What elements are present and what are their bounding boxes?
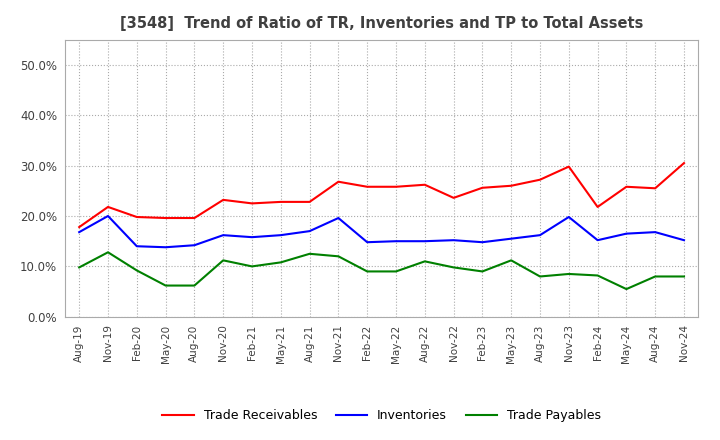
- Trade Payables: [75, 265, 84, 270]
- Trade Receivables: [478, 185, 487, 191]
- Trade Receivables: [507, 183, 516, 188]
- Line: Trade Receivables: Trade Receivables: [79, 163, 684, 227]
- Trade Receivables: [248, 201, 256, 206]
- Trade Receivables: [536, 177, 544, 182]
- Trade Receivables: [392, 184, 400, 189]
- Inventories: [276, 232, 285, 238]
- Inventories: [75, 230, 84, 235]
- Trade Payables: [104, 249, 112, 255]
- Inventories: [392, 238, 400, 244]
- Trade Payables: [593, 273, 602, 278]
- Trade Receivables: [276, 199, 285, 205]
- Inventories: [420, 238, 429, 244]
- Inventories: [536, 232, 544, 238]
- Legend: Trade Receivables, Inventories, Trade Payables: Trade Receivables, Inventories, Trade Pa…: [157, 404, 606, 427]
- Trade Receivables: [651, 186, 660, 191]
- Inventories: [248, 235, 256, 240]
- Inventories: [334, 215, 343, 220]
- Trade Receivables: [622, 184, 631, 189]
- Trade Payables: [161, 283, 170, 288]
- Trade Payables: [363, 269, 372, 274]
- Trade Payables: [651, 274, 660, 279]
- Inventories: [622, 231, 631, 236]
- Trade Receivables: [334, 179, 343, 184]
- Trade Payables: [190, 283, 199, 288]
- Line: Trade Payables: Trade Payables: [79, 252, 684, 289]
- Trade Payables: [622, 286, 631, 292]
- Trade Receivables: [161, 215, 170, 220]
- Inventories: [190, 242, 199, 248]
- Title: [3548]  Trend of Ratio of TR, Inventories and TP to Total Assets: [3548] Trend of Ratio of TR, Inventories…: [120, 16, 643, 32]
- Trade Payables: [305, 251, 314, 257]
- Trade Receivables: [104, 204, 112, 209]
- Inventories: [305, 228, 314, 234]
- Inventories: [161, 245, 170, 250]
- Inventories: [593, 238, 602, 243]
- Trade Payables: [680, 274, 688, 279]
- Inventories: [651, 230, 660, 235]
- Trade Payables: [507, 258, 516, 263]
- Inventories: [449, 238, 458, 243]
- Trade Payables: [248, 264, 256, 269]
- Trade Payables: [449, 265, 458, 270]
- Inventories: [132, 244, 141, 249]
- Trade Payables: [276, 260, 285, 265]
- Trade Receivables: [420, 182, 429, 187]
- Inventories: [507, 236, 516, 241]
- Trade Receivables: [680, 161, 688, 166]
- Trade Receivables: [363, 184, 372, 189]
- Trade Payables: [564, 271, 573, 277]
- Trade Payables: [478, 269, 487, 274]
- Trade Receivables: [132, 214, 141, 220]
- Trade Receivables: [219, 197, 228, 202]
- Trade Receivables: [190, 215, 199, 220]
- Trade Receivables: [75, 224, 84, 230]
- Trade Payables: [420, 259, 429, 264]
- Trade Receivables: [564, 164, 573, 169]
- Inventories: [564, 214, 573, 220]
- Trade Payables: [334, 254, 343, 259]
- Line: Inventories: Inventories: [79, 216, 684, 247]
- Trade Payables: [392, 269, 400, 274]
- Inventories: [104, 213, 112, 219]
- Inventories: [478, 239, 487, 245]
- Trade Payables: [536, 274, 544, 279]
- Trade Receivables: [593, 204, 602, 209]
- Trade Payables: [219, 258, 228, 263]
- Inventories: [219, 232, 228, 238]
- Trade Receivables: [449, 195, 458, 201]
- Trade Receivables: [305, 199, 314, 205]
- Trade Payables: [132, 268, 141, 273]
- Inventories: [680, 238, 688, 243]
- Inventories: [363, 239, 372, 245]
